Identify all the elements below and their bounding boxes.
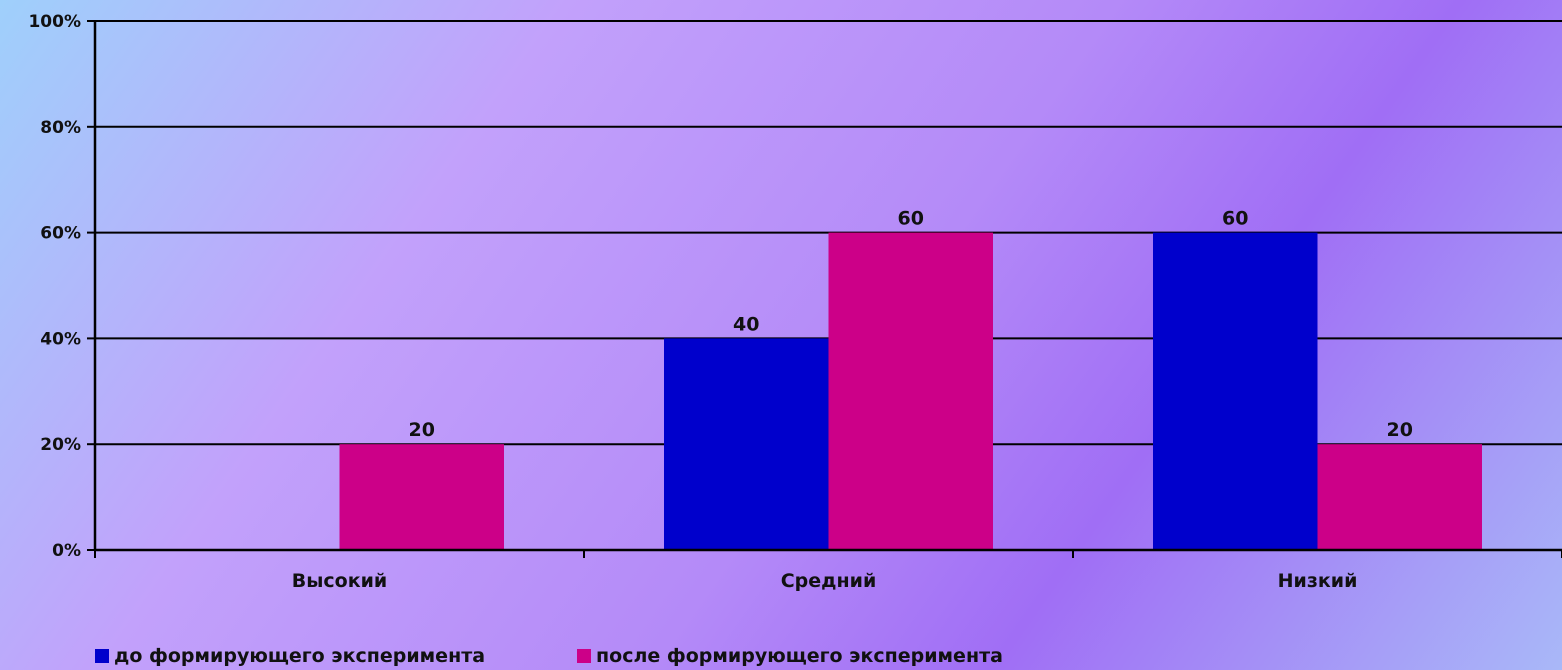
data-label: 40 [733, 313, 759, 335]
x-tick-label: Высокий [292, 570, 388, 592]
data-label: 60 [898, 208, 924, 230]
y-tick-label: 0% [52, 541, 81, 561]
y-tick-label: 60% [40, 224, 81, 244]
bar [828, 232, 993, 550]
x-tick-label: Средний [781, 570, 877, 592]
y-tick-label: 40% [40, 329, 81, 349]
legend-item-before: до формирующего эксперимента [95, 645, 485, 667]
legend-item-after: после формирующего эксперимента [577, 645, 1003, 667]
legend-label-after: после формирующего эксперимента [596, 645, 1003, 667]
bar [1317, 444, 1482, 550]
bar [339, 444, 504, 550]
data-label: 20 [409, 419, 435, 441]
bars [339, 232, 1482, 550]
y-tick-label: 80% [40, 118, 81, 138]
x-tick-label: Низкий [1278, 570, 1358, 592]
data-label: 20 [1387, 419, 1413, 441]
data-label: 60 [1222, 208, 1248, 230]
bar [1153, 232, 1318, 550]
bar [664, 338, 829, 550]
legend: до формирующего эксперимента после форми… [95, 645, 1003, 667]
axes [87, 20, 1562, 558]
y-tick-label: 100% [28, 12, 81, 32]
legend-swatch-after [577, 649, 592, 663]
legend-swatch-before [95, 649, 109, 663]
y-tick-label: 20% [40, 435, 81, 455]
legend-label-before: до формирующего эксперимента [114, 645, 486, 667]
labels: 0% 20% 40% 60% 80% 100% 40 60 20 60 20 Высокий Средн… [28, 12, 1413, 592]
